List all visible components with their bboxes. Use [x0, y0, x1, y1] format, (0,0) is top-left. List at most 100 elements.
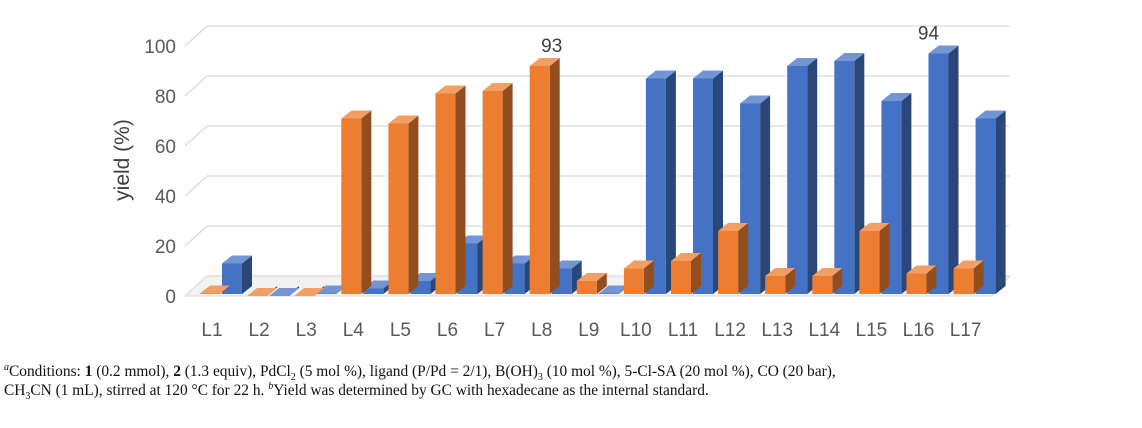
bar-L16-series-1 [906, 265, 937, 294]
caption-text-3: (1.3 equiv), PdCl [180, 363, 291, 380]
bar-top [598, 285, 629, 294]
bar-front [363, 288, 384, 294]
caption-text-8: Yield was determined by GC with hexadeca… [273, 382, 709, 399]
bar-front [598, 293, 619, 294]
data-label: 94 [918, 24, 940, 45]
bar-front [975, 118, 996, 294]
bar-front [576, 281, 597, 294]
x-tick-label: L13 [761, 320, 793, 341]
subscript-2: 3 [537, 372, 543, 384]
caption-text-4: (5 mol %), ligand (P/Pd = 2/1), B(OH) [295, 363, 538, 380]
bar-front [812, 276, 833, 294]
bar-top [953, 260, 984, 269]
bar-L4-series-1 [341, 110, 372, 294]
bar-L2-series-1 [247, 286, 278, 297]
bar-L10-series-2 [645, 70, 676, 294]
bar-side [901, 93, 912, 294]
data-label: 93 [541, 36, 562, 57]
bar-L3-series-1 [294, 286, 325, 297]
bar-top [623, 260, 654, 269]
footnote-mark-b: b [268, 380, 274, 392]
bar-top [482, 83, 513, 91]
bar-top [834, 53, 865, 61]
x-tick-label: L5 [390, 320, 411, 341]
bar-front [645, 78, 666, 294]
bar-front [693, 78, 713, 294]
bar-side [691, 253, 701, 294]
bar-top [928, 45, 959, 54]
bar-side [785, 268, 796, 294]
bar-front [765, 276, 786, 294]
x-tick-label: L10 [620, 320, 652, 341]
x-tick-label: L15 [856, 320, 888, 341]
bar-side [948, 45, 959, 294]
gridline [184, 75, 1010, 97]
bar-front [671, 261, 691, 294]
bar-top [765, 268, 796, 276]
bar-chart: 0 20 40 60 80 100 L1 L2 L3 L4 L5 L6 L7 L8 L9 L10 L11 L12… [111, 24, 1011, 341]
bar-front [928, 53, 949, 294]
bar-L1-series-2 [222, 255, 252, 294]
bar-front [718, 231, 739, 294]
bar-front [529, 66, 550, 294]
bar-side [760, 95, 771, 294]
bar-side [995, 110, 1006, 294]
bar-front [953, 268, 974, 294]
x-tick-label: L3 [296, 320, 317, 341]
x-tick-label: L16 [903, 320, 935, 341]
bar-L10-series-1 [623, 260, 654, 294]
caption-text-7: CN (1 mL), stirred at 120 °C for 22 h. [30, 382, 269, 399]
bar-top [718, 223, 749, 231]
bar-top [576, 273, 607, 281]
y-tick-label: 0 [165, 287, 176, 308]
bar-top [787, 58, 818, 66]
bar-L8-series-1 [529, 58, 560, 294]
footnote-mark-a: a [4, 361, 9, 373]
bar-side [643, 260, 654, 294]
bar-top [906, 265, 937, 274]
y-axis-ticks: 0 20 40 60 80 100 [144, 37, 176, 308]
bar-side [738, 223, 749, 294]
bar-L9-series-1 [576, 273, 607, 294]
bar-front [200, 293, 220, 294]
compound-1: 1 [84, 363, 93, 380]
bar-side [361, 110, 372, 294]
x-tick-label: L7 [484, 320, 505, 341]
subscript-1: 2 [290, 372, 296, 384]
bar-L14-series-1 [812, 268, 843, 294]
y-tick-label: 40 [155, 187, 176, 208]
bar-top [975, 110, 1006, 119]
bar-L12-series-1 [718, 223, 749, 294]
bar-top [222, 255, 252, 264]
caption-text-6: CH [4, 382, 26, 399]
bar-top [859, 223, 890, 231]
bar-side [926, 265, 937, 294]
bar-side [879, 223, 890, 294]
figure-caption: aConditions: 1 (0.2 mmol), 2 (1.3 equiv)… [4, 361, 1140, 403]
x-tick-label: L8 [531, 320, 552, 341]
bar-L7-series-1 [482, 83, 513, 294]
bar-front [787, 66, 808, 294]
bar-top [247, 288, 278, 296]
bar-top [671, 253, 701, 261]
bar-side [220, 285, 230, 294]
bar-L16-series-2 [928, 45, 959, 294]
bar-top [200, 285, 230, 294]
bar-L6-series-1 [435, 85, 466, 294]
x-tick-label: L11 [668, 320, 698, 341]
bar-front [859, 231, 880, 294]
bar-L15-series-1 [859, 223, 890, 294]
bar-front [388, 123, 409, 294]
bar-side [408, 115, 419, 294]
bar-top [435, 85, 466, 94]
caption-text-2: (0.2 mmol), [92, 363, 174, 380]
y-tick-label: 100 [144, 37, 176, 58]
y-tick-label: 20 [155, 237, 176, 258]
bar-front [341, 118, 362, 294]
caption-text-5: (10 mol %), 5-Cl-SA (20 mol %), CO (20 b… [542, 363, 836, 380]
bar-top [269, 288, 300, 296]
bar-top [693, 70, 723, 79]
x-axis-ticks: L1 L2 L3 L4 L5 L6 L7 L8 L9 L10 L11 L12 L13 L14 L15 L16 L… [201, 320, 981, 341]
subscript-3: 3 [25, 391, 31, 403]
bar-L13-series-2 [787, 58, 818, 294]
